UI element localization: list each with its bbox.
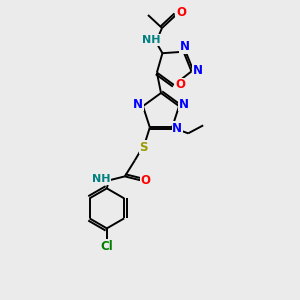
Text: O: O	[175, 79, 185, 92]
Text: O: O	[176, 7, 186, 20]
Text: N: N	[179, 98, 189, 111]
Text: Cl: Cl	[100, 240, 113, 253]
Text: NH: NH	[142, 35, 160, 45]
Text: S: S	[140, 141, 148, 154]
Text: NH: NH	[92, 174, 110, 184]
Text: N: N	[193, 64, 202, 77]
Text: O: O	[141, 174, 151, 187]
Text: N: N	[133, 98, 143, 111]
Text: N: N	[179, 40, 190, 53]
Text: N: N	[172, 122, 182, 135]
